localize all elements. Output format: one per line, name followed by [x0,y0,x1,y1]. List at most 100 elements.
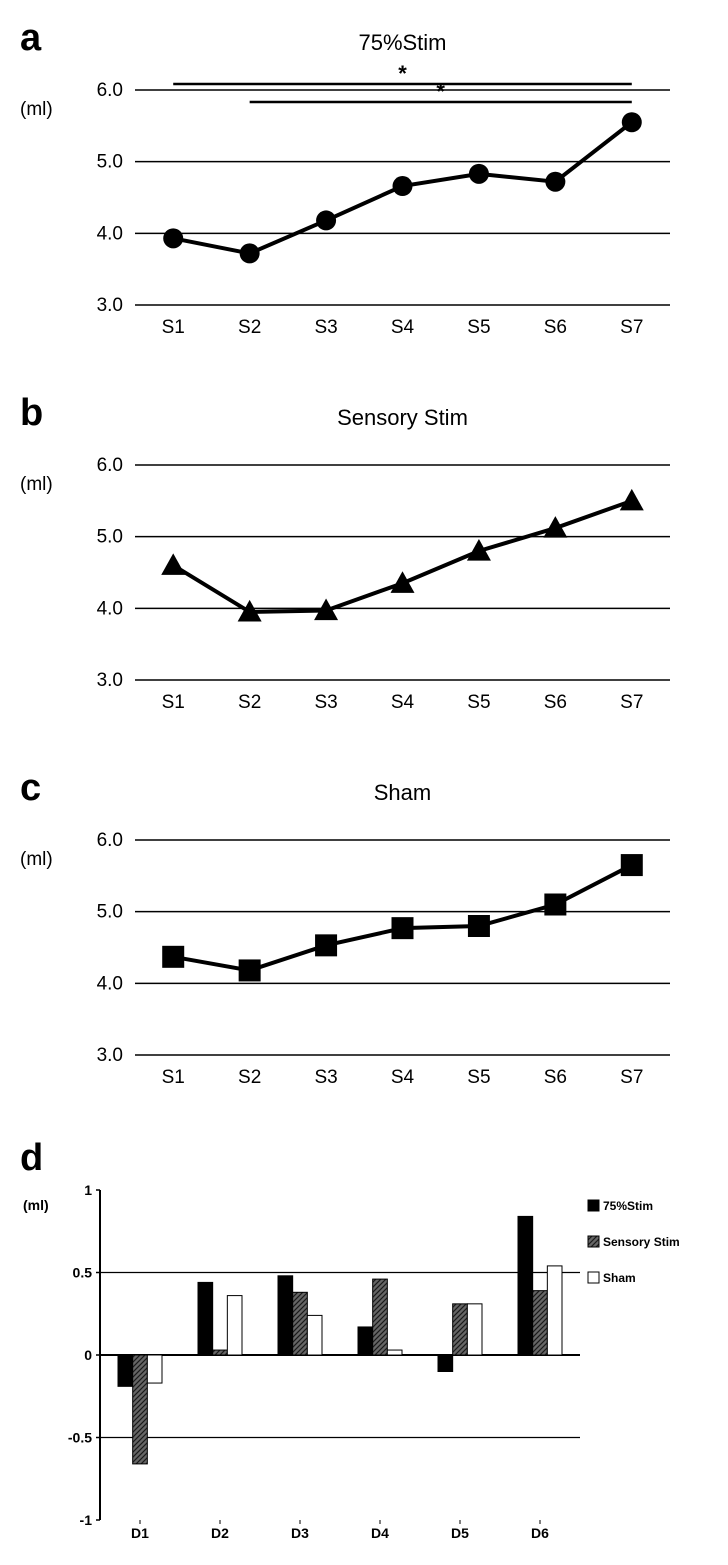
marker-circle [469,164,489,184]
marker-square [544,894,566,916]
x-tick-label: S6 [544,317,567,338]
x-tick-label: S4 [391,1067,415,1088]
bar [547,1266,562,1355]
panel-title: 75%Stim [358,30,446,55]
x-tick-label: D5 [451,1525,469,1541]
y-tick-label: 0 [84,1347,92,1363]
y-tick-label: 5.0 [97,527,123,548]
x-tick-label: S3 [314,692,337,713]
marker-circle [316,210,336,230]
panel-letter: a [20,17,42,59]
bar [533,1291,548,1355]
marker-square [315,934,337,956]
legend-swatch [588,1236,599,1247]
x-tick-label: S3 [314,317,337,338]
y-tick-label: 1 [84,1182,92,1198]
sig-star: * [398,61,407,86]
data-line [173,501,632,612]
marker-circle [393,176,413,196]
y-tick-label: 5.0 [97,902,123,923]
x-tick-label: S7 [620,317,643,338]
y-tick-label: 3.0 [97,670,123,691]
y-unit-label: (ml) [20,99,53,120]
legend-label: Sensory Stim [603,1235,680,1249]
line-panel: b (ml) Sensory Stim 3.0 4.0 5.0 6.0 S1 S2 S3 S4 S5 S… [20,392,670,713]
x-tick-label: D2 [211,1525,229,1541]
x-tick-label: S2 [238,692,261,713]
x-tick-label: S5 [467,1067,490,1088]
panel-letter: b [20,392,43,434]
x-tick-label: S6 [544,692,567,713]
x-tick-label: S5 [467,317,490,338]
x-tick-label: S1 [162,317,185,338]
marker-triangle [620,489,644,511]
panel-title: Sham [374,780,431,805]
bar [147,1355,162,1383]
x-tick-label: S4 [391,692,415,713]
bar [213,1350,228,1355]
x-tick-label: S1 [162,1067,185,1088]
y-tick-label: 3.0 [97,1045,123,1066]
bar [453,1304,468,1355]
marker-square [239,959,261,981]
y-tick-label: 6.0 [97,455,123,476]
line-panel: c (ml) Sham 3.0 4.0 5.0 6.0 S1 S2 S3 S4 S5 S6 S7 [20,767,670,1088]
bar [467,1304,482,1355]
x-tick-label: D4 [371,1525,389,1541]
marker-triangle [391,571,415,593]
x-tick-label: S2 [238,1067,261,1088]
panel-letter: d [20,1137,43,1179]
marker-triangle [161,553,185,575]
panel-letter: c [20,767,41,809]
line-panel: a (ml) 75%Stim 3.0 4.0 5.0 6.0 S1 S2 S3 S4 S5 S6 S7 * * [20,17,670,338]
marker-square [392,917,414,939]
legend-swatch [588,1200,599,1211]
figure-svg: a (ml) 75%Stim 3.0 4.0 5.0 6.0 S1 S2 S3 S4 S5 S6 S7 * *… [0,0,728,1565]
x-tick-label: S5 [467,692,490,713]
marker-circle [545,172,565,192]
bar [133,1355,148,1464]
bar [293,1292,308,1355]
marker-circle [622,112,642,132]
y-tick-label: 6.0 [97,80,123,101]
y-tick-label: 4.0 [97,223,123,244]
bar-panel: d(ml)-1-0.500.51D1D2D3D4D5D675%StimSenso… [20,1137,680,1541]
bar [358,1327,373,1355]
bar [307,1315,322,1355]
x-tick-label: D1 [131,1525,149,1541]
legend-swatch [588,1272,599,1283]
bar [518,1216,533,1355]
y-unit-label: (ml) [20,474,53,495]
x-tick-label: S3 [314,1067,337,1088]
y-tick-label: 5.0 [97,152,123,173]
legend-label: 75%Stim [603,1199,653,1213]
marker-circle [240,243,260,263]
marker-square [162,946,184,968]
bar [438,1355,453,1372]
y-tick-label: 4.0 [97,598,123,619]
x-tick-label: S4 [391,317,415,338]
y-tick-label: 4.0 [97,973,123,994]
y-tick-label: -1 [80,1512,93,1528]
legend-label: Sham [603,1271,636,1285]
y-tick-label: 6.0 [97,830,123,851]
sig-star: * [436,79,445,104]
bar [387,1350,402,1355]
bar [278,1276,293,1355]
bar [118,1355,133,1386]
x-tick-label: S2 [238,317,261,338]
figure-root: a (ml) 75%Stim 3.0 4.0 5.0 6.0 S1 S2 S3 S4 S5 S6 S7 * *… [0,0,728,1565]
y-unit-label: (ml) [20,849,53,870]
panel-title: Sensory Stim [337,405,468,430]
bar [227,1296,242,1355]
x-tick-label: S1 [162,692,185,713]
legend: 75%Stim Sensory Stim Sham [588,1199,680,1285]
marker-square [621,854,643,876]
marker-circle [163,228,183,248]
bar [198,1282,213,1355]
y-tick-label: 0.5 [73,1265,93,1281]
x-tick-label: S7 [620,1067,643,1088]
x-tick-label: S7 [620,692,643,713]
y-tick-label: 3.0 [97,295,123,316]
x-tick-label: S6 [544,1067,567,1088]
